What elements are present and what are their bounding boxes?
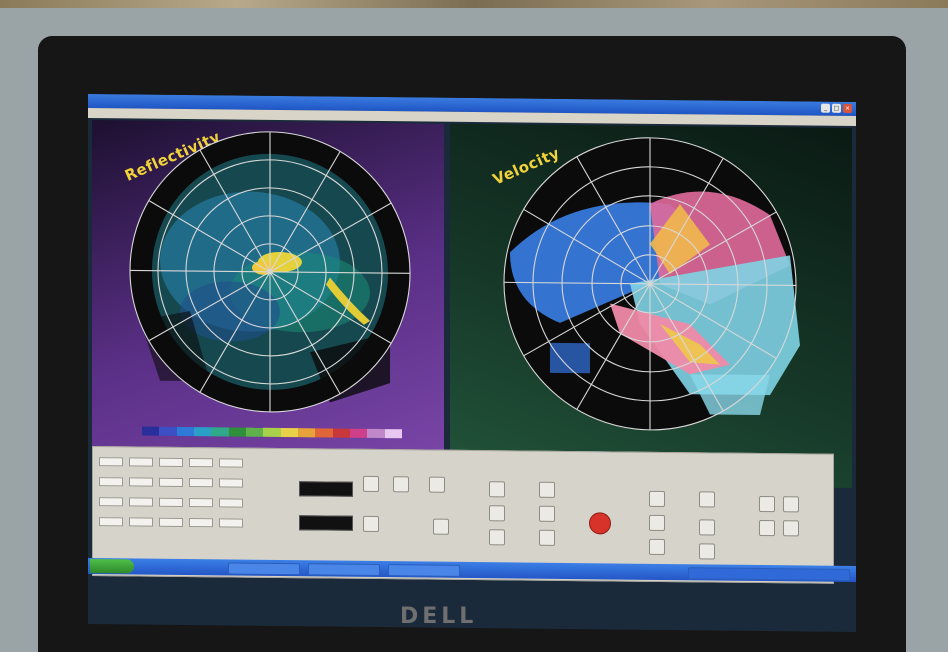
color-scale-swatch xyxy=(349,428,368,438)
control-field[interactable] xyxy=(189,518,213,528)
control-field[interactable] xyxy=(189,498,213,508)
control-row xyxy=(99,517,243,528)
tool-button[interactable] xyxy=(649,514,665,532)
system-tray xyxy=(688,567,850,581)
control-row xyxy=(99,497,243,508)
minimize-icon[interactable]: _ xyxy=(821,103,830,113)
azimuth-spokes xyxy=(130,131,410,412)
reflectivity-panel: Reflectivity xyxy=(92,120,444,459)
control-field[interactable] xyxy=(189,458,213,468)
control-field[interactable] xyxy=(159,477,183,487)
tool-button[interactable] xyxy=(783,496,799,513)
tool-button[interactable] xyxy=(699,519,715,536)
color-scale-swatch xyxy=(332,428,350,438)
close-icon[interactable]: × xyxy=(843,103,852,113)
start-button[interactable] xyxy=(90,558,134,574)
digital-display xyxy=(299,481,353,497)
control-field[interactable] xyxy=(99,517,123,527)
color-scale-swatch xyxy=(176,426,194,437)
color-scale-swatch xyxy=(384,429,402,439)
control-field[interactable] xyxy=(159,517,183,527)
reflectivity-color-scale xyxy=(142,426,402,439)
maximize-icon[interactable]: □ xyxy=(832,103,841,113)
color-scale-swatch xyxy=(159,426,177,436)
tool-button[interactable] xyxy=(489,529,505,546)
dell-logo: DELL xyxy=(400,604,478,629)
tool-button[interactable] xyxy=(539,505,555,522)
laptop-screen: _ □ × Reflectivity xyxy=(88,93,856,633)
control-field[interactable] xyxy=(129,497,153,507)
taskbar-item[interactable] xyxy=(228,562,300,576)
tool-button[interactable] xyxy=(759,520,775,537)
stop-icon[interactable] xyxy=(589,512,611,535)
tool-button[interactable] xyxy=(783,520,799,537)
color-scale-swatch xyxy=(367,428,385,439)
background-wall xyxy=(0,0,948,8)
color-scale-swatch xyxy=(142,426,160,436)
tool-button[interactable] xyxy=(759,496,775,513)
velocity-panel: Velocity xyxy=(450,123,852,488)
control-field[interactable] xyxy=(219,458,243,468)
velocity-radar-plot xyxy=(503,137,800,431)
tool-button[interactable] xyxy=(363,515,379,533)
control-field[interactable] xyxy=(99,497,123,507)
tool-button[interactable] xyxy=(539,481,555,498)
taskbar-item[interactable] xyxy=(388,564,460,577)
tool-button[interactable] xyxy=(649,490,665,508)
tool-button[interactable] xyxy=(649,538,665,556)
control-row xyxy=(99,457,243,468)
taskbar-item[interactable] xyxy=(308,563,380,577)
tool-button[interactable] xyxy=(433,518,449,535)
control-field[interactable] xyxy=(129,457,153,467)
tool-button[interactable] xyxy=(429,476,445,493)
control-row xyxy=(99,477,243,488)
tool-button[interactable] xyxy=(489,481,505,498)
reflectivity-radar-plot xyxy=(129,131,411,413)
control-field[interactable] xyxy=(129,517,153,527)
control-field[interactable] xyxy=(129,477,153,487)
tool-button[interactable] xyxy=(393,476,409,493)
control-field[interactable] xyxy=(99,457,123,467)
azimuth-spokes xyxy=(504,137,796,430)
tool-button[interactable] xyxy=(363,475,379,493)
color-scale-swatch xyxy=(193,427,212,437)
tool-button[interactable] xyxy=(489,505,505,522)
digital-display xyxy=(299,515,353,531)
control-field[interactable] xyxy=(219,498,243,508)
color-scale-swatch xyxy=(245,427,264,437)
window-controls: _ □ × xyxy=(821,103,852,113)
control-field[interactable] xyxy=(159,457,183,467)
tool-button[interactable] xyxy=(539,529,555,546)
control-field[interactable] xyxy=(99,477,123,487)
tool-button[interactable] xyxy=(699,543,715,560)
color-scale-swatch xyxy=(297,428,316,438)
control-field[interactable] xyxy=(189,478,213,488)
control-field[interactable] xyxy=(159,497,183,507)
color-scale-swatch xyxy=(263,427,281,437)
color-scale-swatch xyxy=(211,427,229,437)
color-scale-swatch xyxy=(280,427,298,438)
control-field[interactable] xyxy=(219,478,243,488)
color-scale-swatch xyxy=(228,427,246,437)
color-scale-swatch xyxy=(315,428,333,438)
control-field[interactable] xyxy=(219,518,243,528)
tool-button[interactable] xyxy=(699,491,715,508)
